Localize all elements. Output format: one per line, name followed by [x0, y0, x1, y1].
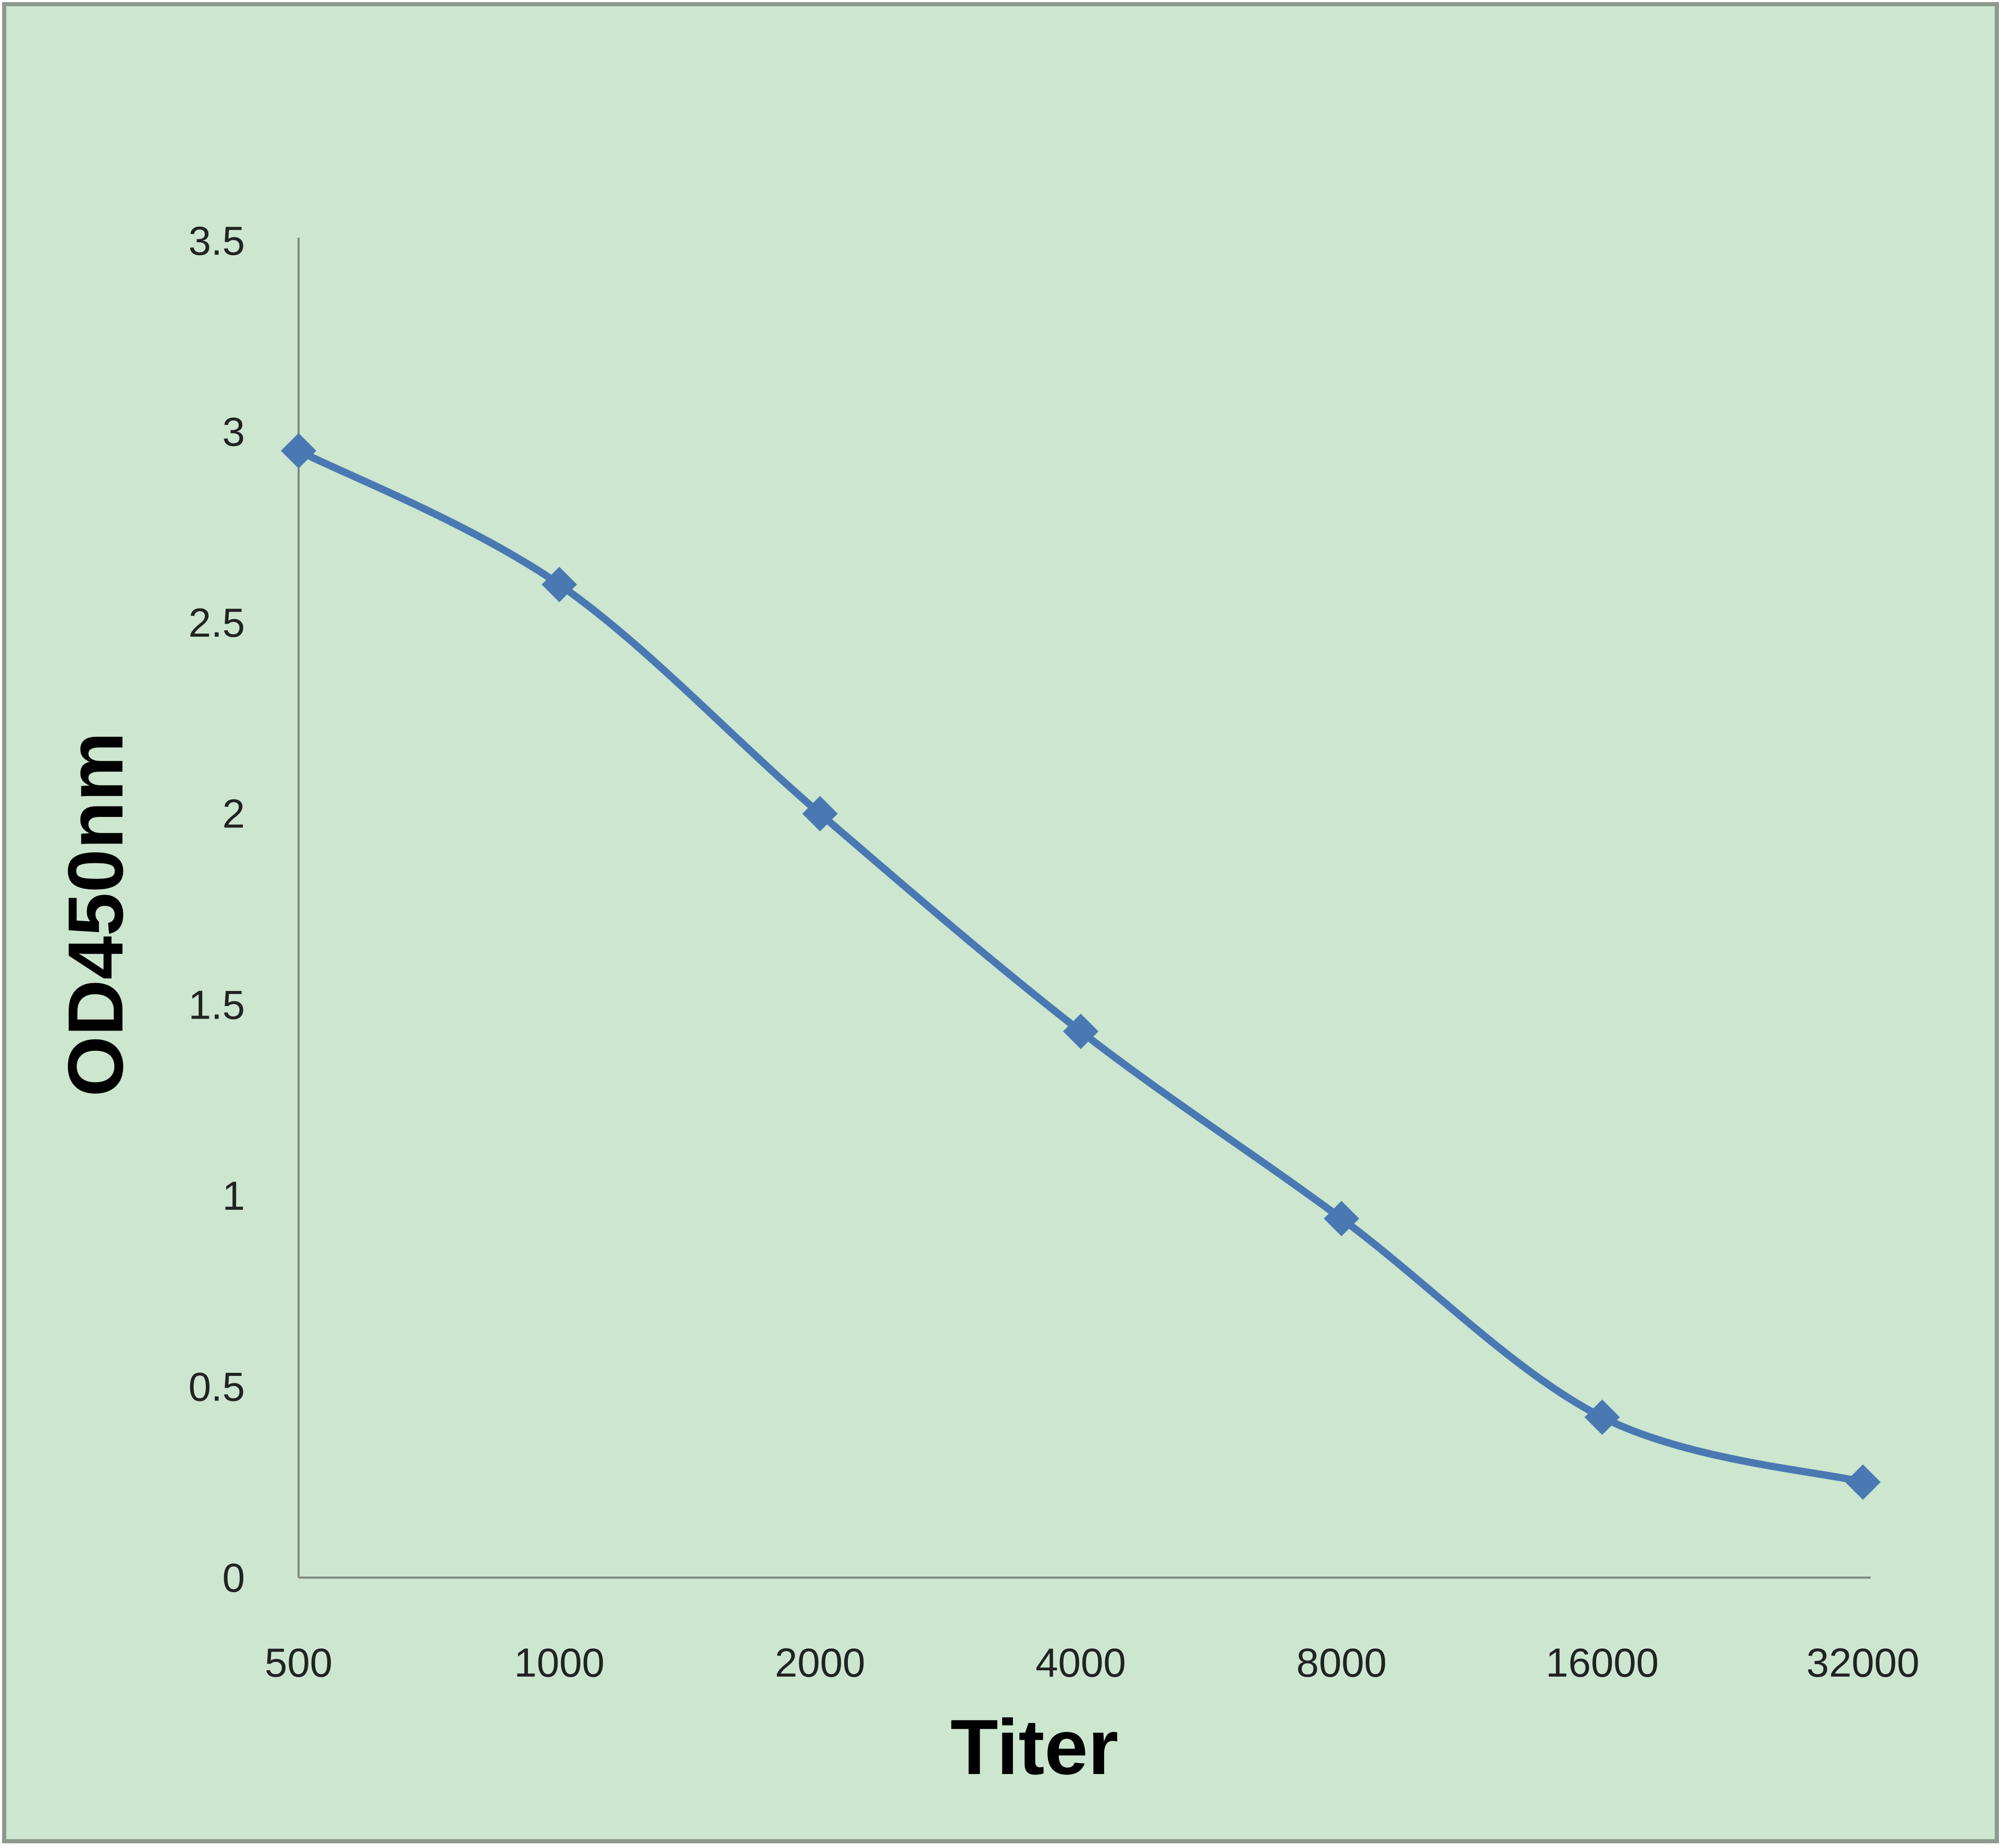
x-tick-label: 1000 — [514, 1640, 605, 1685]
y-tick-label: 3 — [223, 409, 245, 455]
x-tick-label: 32000 — [1807, 1640, 1920, 1685]
y-tick-label: 3.5 — [189, 218, 245, 264]
data-point-marker — [1584, 1399, 1620, 1435]
y-tick-labels: 0 0.5 1 1.5 2 2.5 3 3.5 — [189, 218, 245, 1601]
x-tick-label: 8000 — [1296, 1640, 1387, 1685]
x-tick-label: 4000 — [1035, 1640, 1126, 1685]
x-tick-label: 500 — [265, 1640, 332, 1685]
y-tick-label: 2 — [223, 791, 245, 837]
data-point-marker — [802, 796, 838, 832]
x-tick-labels: 500 1000 2000 4000 8000 16000 32000 — [265, 1640, 1920, 1685]
y-tick-label: 0.5 — [189, 1363, 245, 1409]
y-tick-label: 2.5 — [189, 600, 245, 646]
data-point-marker — [281, 433, 316, 469]
data-point-marker — [541, 566, 577, 602]
x-tick-label: 2000 — [775, 1640, 866, 1685]
data-point-marker — [1324, 1200, 1360, 1236]
series-layer — [281, 433, 1881, 1500]
y-tick-label: 1 — [223, 1173, 245, 1219]
y-tick-label: 0 — [223, 1555, 245, 1601]
data-point-marker — [1063, 1013, 1098, 1049]
y-tick-label: 1.5 — [189, 982, 245, 1027]
x-axis-title: Titer — [950, 1703, 1118, 1791]
data-point-marker — [1845, 1464, 1881, 1500]
y-axis-title: OD450nm — [52, 732, 139, 1097]
x-tick-label: 16000 — [1546, 1640, 1659, 1685]
